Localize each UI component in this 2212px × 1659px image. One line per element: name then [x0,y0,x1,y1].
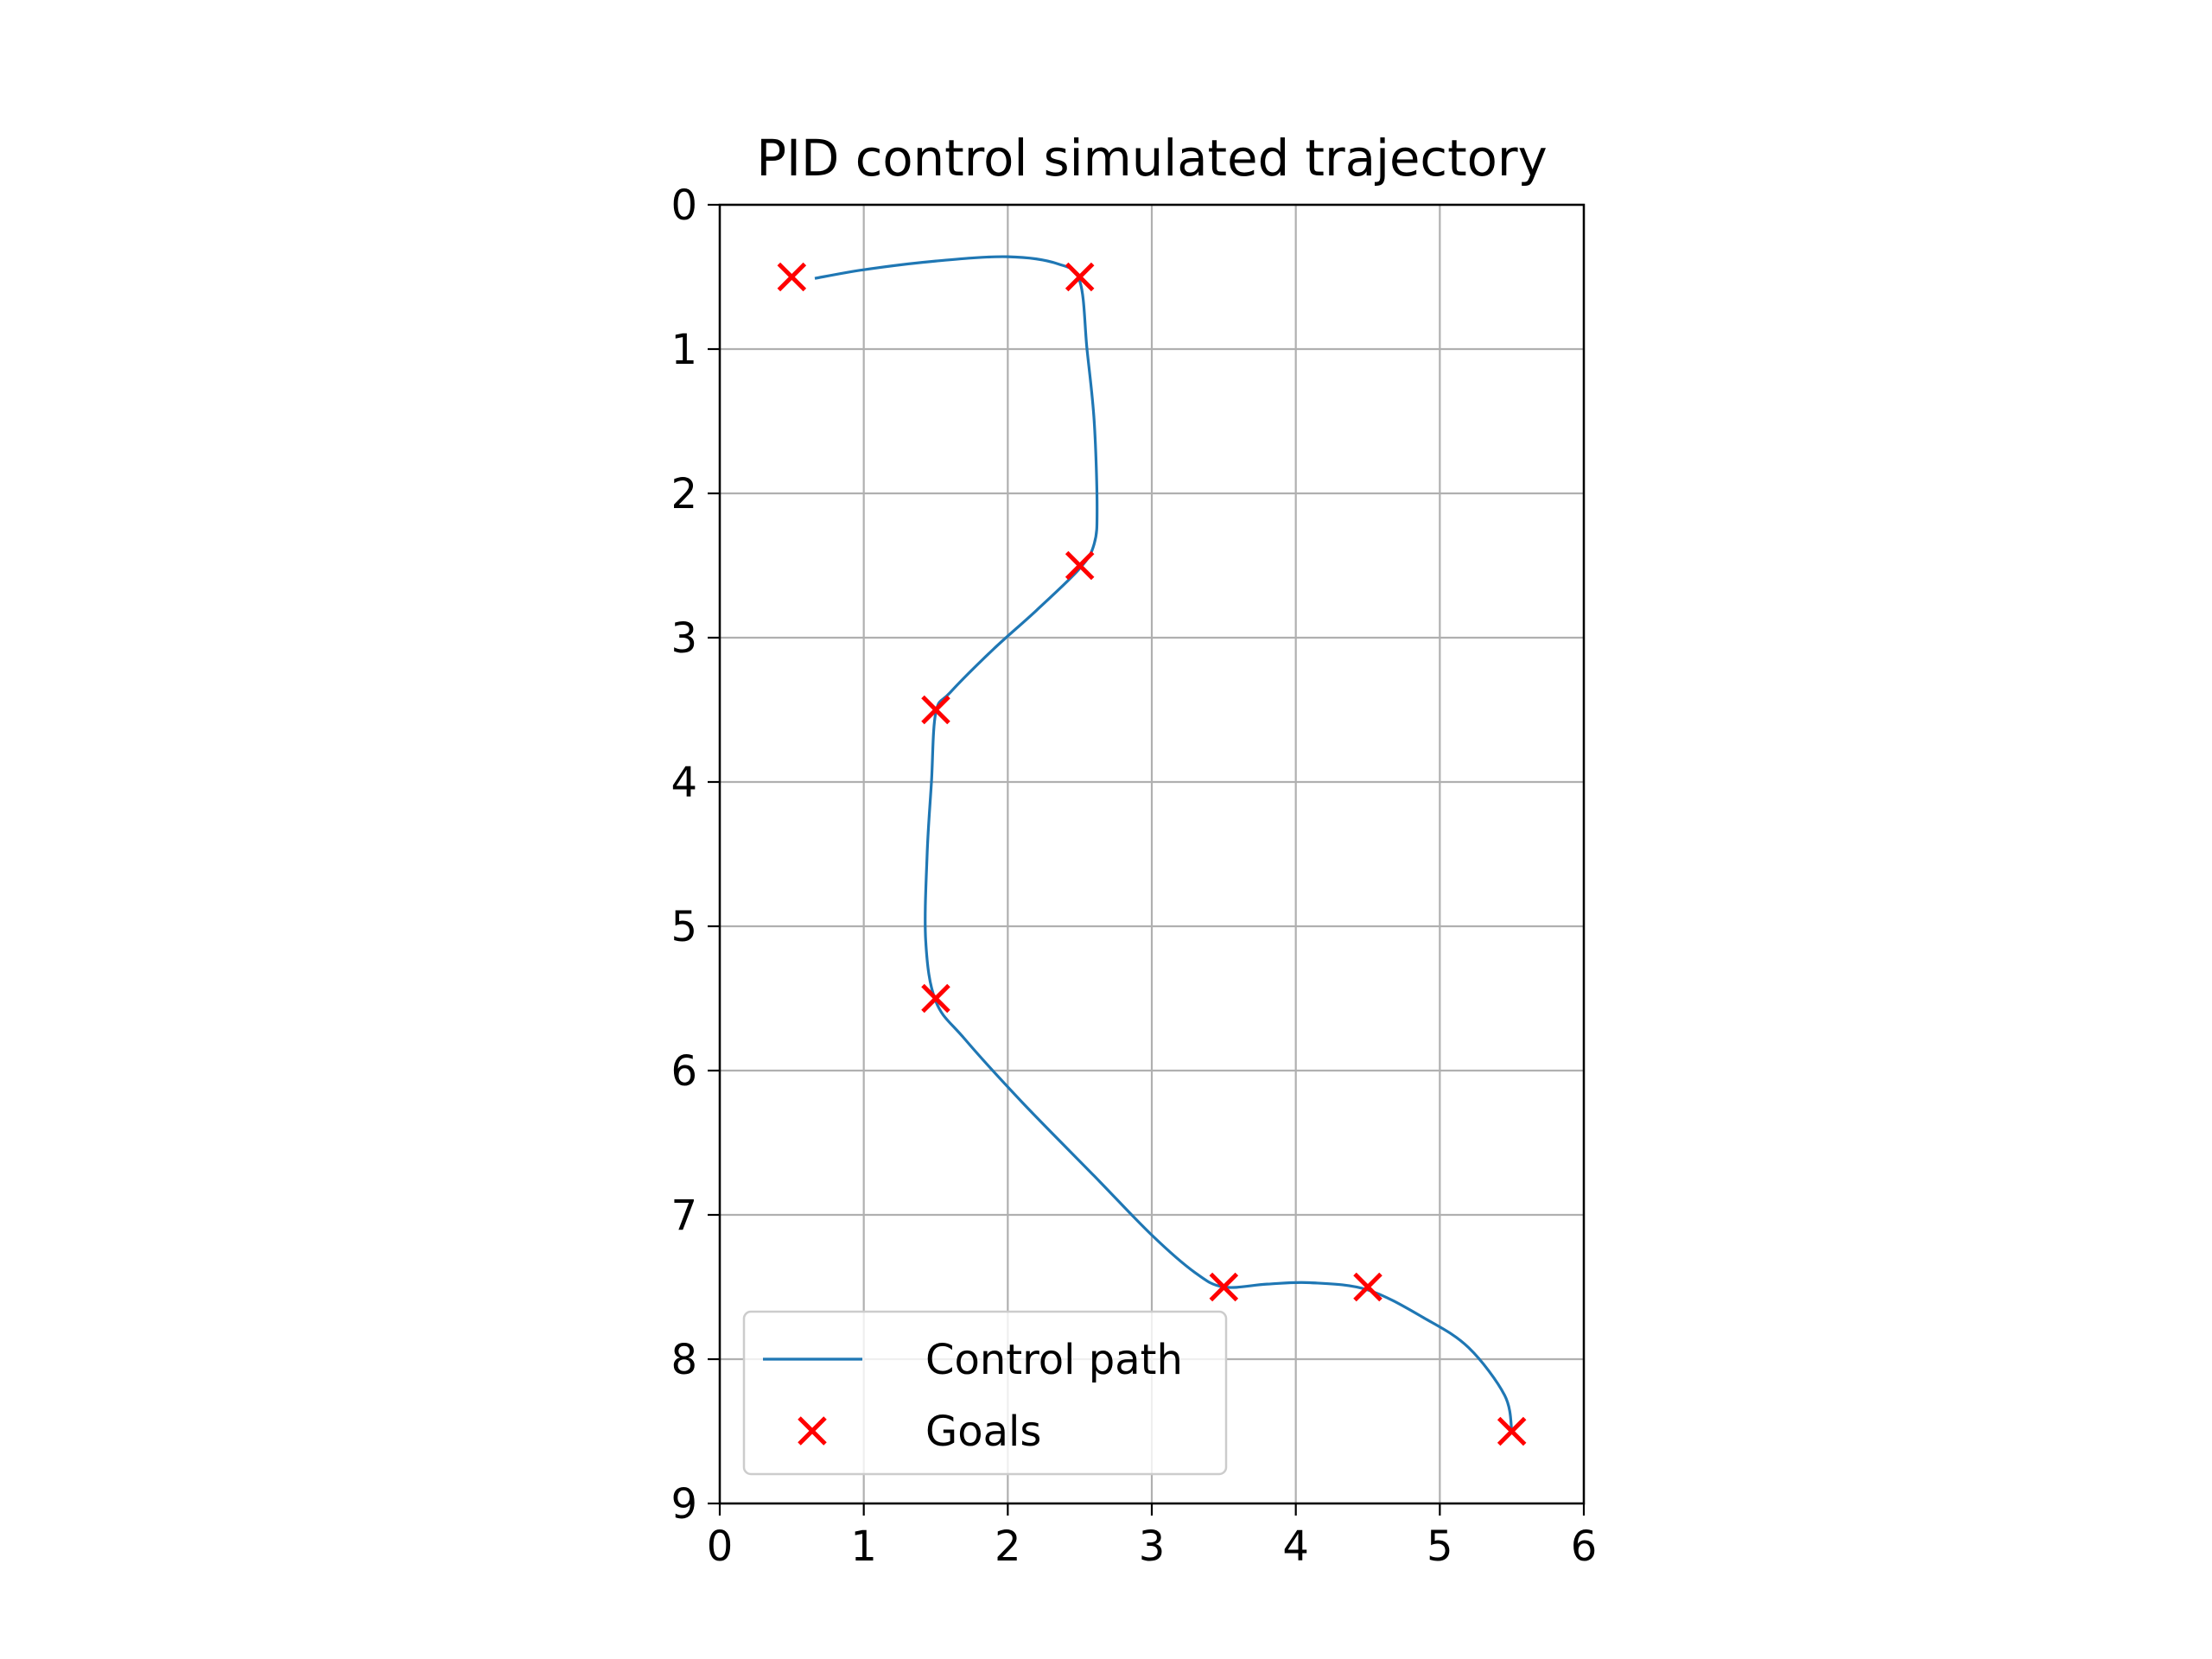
x-tick-label: 3 [1139,1522,1166,1571]
goal-marker-stroke [921,983,950,1014]
x-tick-label: 6 [1571,1522,1598,1571]
x-tick-label: 5 [1427,1522,1453,1571]
x-tick-label: 0 [707,1522,734,1571]
goal-marker-stroke [1209,1272,1239,1302]
series-layer [777,255,1527,1446]
y-tick-label: 7 [671,1192,697,1240]
x-tick-label: 2 [995,1522,1021,1571]
chart-title: PID control simulated trajectory [756,130,1547,188]
goal-point [1353,1272,1382,1302]
x-tick-label: 1 [850,1522,877,1571]
goal-marker-stroke [921,695,950,725]
legend-box [742,1310,1228,1476]
y-tick-label: 5 [671,903,697,951]
y-tick-label: 3 [671,614,697,663]
goal-point [921,695,950,725]
goal-point [1497,1416,1527,1446]
goal-point [777,262,807,292]
goal-marker-stroke [1065,262,1095,292]
goal-marker-stroke [777,262,807,292]
goal-marker-stroke [1065,550,1095,581]
legend-label: Goals [925,1408,1041,1456]
y-tick-label: 4 [671,759,697,807]
y-tick-label: 2 [671,470,697,518]
goal-marker-stroke [1353,1272,1382,1302]
legend-marker-swatch [798,1416,827,1446]
y-tick-label: 9 [671,1480,697,1529]
y-tick-label: 0 [671,181,697,230]
y-tick-label: 1 [671,326,697,374]
goal-point [1065,550,1095,581]
y-tick-label: 8 [671,1336,697,1384]
x-tick-label: 4 [1282,1522,1309,1571]
ticks: 0 1 2 3 4 5 6 0 1 2 3 4 5 6 7 8 9 [671,181,1597,1571]
goal-point [1065,262,1095,292]
legend: Control path Goals [742,1310,1228,1476]
goal-marker-stroke [1497,1416,1527,1446]
series-line-control-path [814,255,1514,1432]
goal-point [1209,1272,1239,1302]
y-tick-label: 6 [671,1047,697,1096]
goal-point [921,983,950,1014]
legend-label: Control path [925,1336,1183,1384]
